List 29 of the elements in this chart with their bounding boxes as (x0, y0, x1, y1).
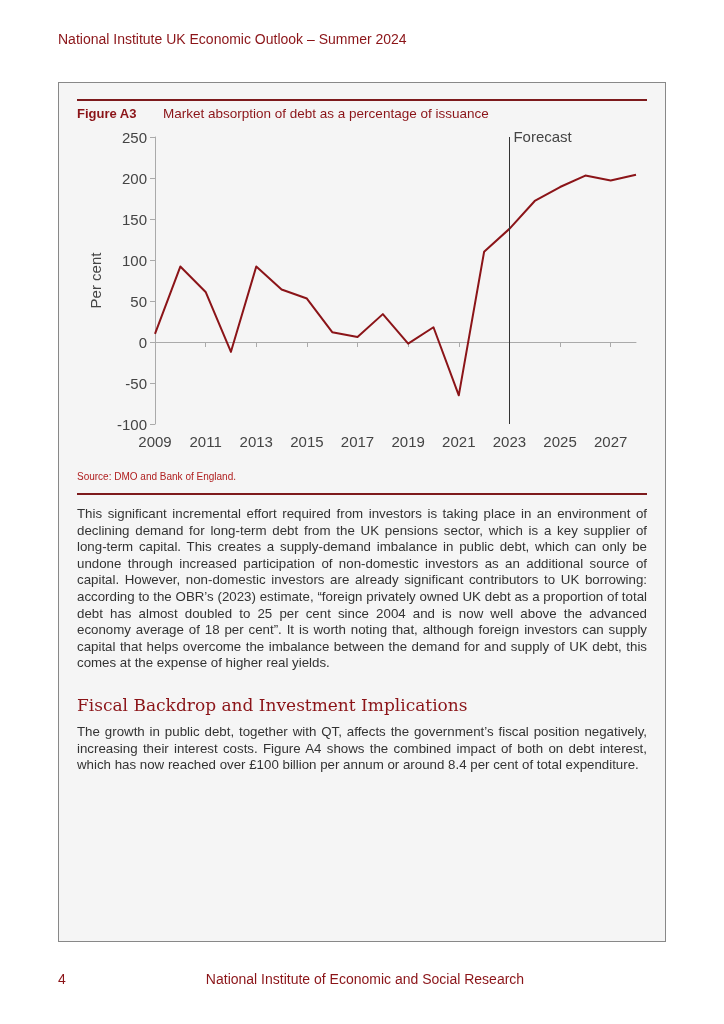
text: The growth in public debt, together with QT, affects the government’s fiscal position negatively, increasing their interest costs. Figure A4 shows the combined impact of both on debt interest, which has now reached over £100 billion per annum or around 8.4 per cent of total expenditure. (77, 724, 647, 774)
x-tick-label: 2019 (391, 433, 425, 450)
y-tick-label: -50 (125, 374, 147, 392)
text: This significant incremental effort required from investors is taking place in an environment of declining demand for long-term debt from the UK pensions sector, which is a key supplier of long-term capital. This creates a supply-demand imbalance in public debt, which can only be undone through increased participation of non-domestic investors as an additional source of capital. However, non-domestic investors are already significant contributors to UK borrowing: according to the OBR’s (2023) estimate, “foreign privately owned UK debt as a proportion of total debt has almost doubled to 25 per cent since 2004 and is now well above the advanced economy average of 18 per cent”. It is worth noting that, although foreign investors can supply capital that helps overcome the imbalance between the demand for and supply of UK debt, this comes at the expense of higher real yields. (77, 506, 647, 671)
x-tick-label: 2013 (239, 433, 273, 450)
ref-line-label: Forecast (513, 128, 573, 145)
text: National Institute of Economic and Social Research (205, 971, 525, 987)
y-tick-label: -100 (116, 415, 147, 433)
x-tick-label: 2027 (594, 433, 628, 450)
text: Fiscal Backdrop and Investment Implications (77, 695, 468, 715)
y-axis-title: Per cent (87, 251, 104, 309)
x-tick-label: 2011 (189, 433, 222, 450)
chart-title: Market absorption of debt as a percentage of issuance (163, 106, 489, 121)
x-tick-label: 2009 (138, 433, 172, 450)
x-tick-label: 2017 (340, 433, 375, 450)
y-tick-label: 200 (121, 169, 147, 187)
x-tick-label: 2015 (290, 433, 324, 450)
text: National Institute UK Economic Outlook – Summer 2024 (58, 31, 407, 47)
y-tick-label: 150 (121, 210, 147, 228)
caption: Figure A3 (77, 106, 137, 121)
y-tick-label: 250 (121, 128, 147, 146)
y-tick-label: 50 (130, 292, 147, 310)
y-tick-label: 0 (138, 333, 147, 351)
x-tick-label: 2023 (492, 433, 527, 450)
source-note: Source: DMO and Bank of England. (77, 471, 236, 482)
text: 4 (58, 971, 66, 987)
x-tick-label: 2025 (543, 433, 577, 450)
x-tick-label: 2021 (442, 433, 476, 450)
y-tick-label: 100 (121, 251, 147, 269)
